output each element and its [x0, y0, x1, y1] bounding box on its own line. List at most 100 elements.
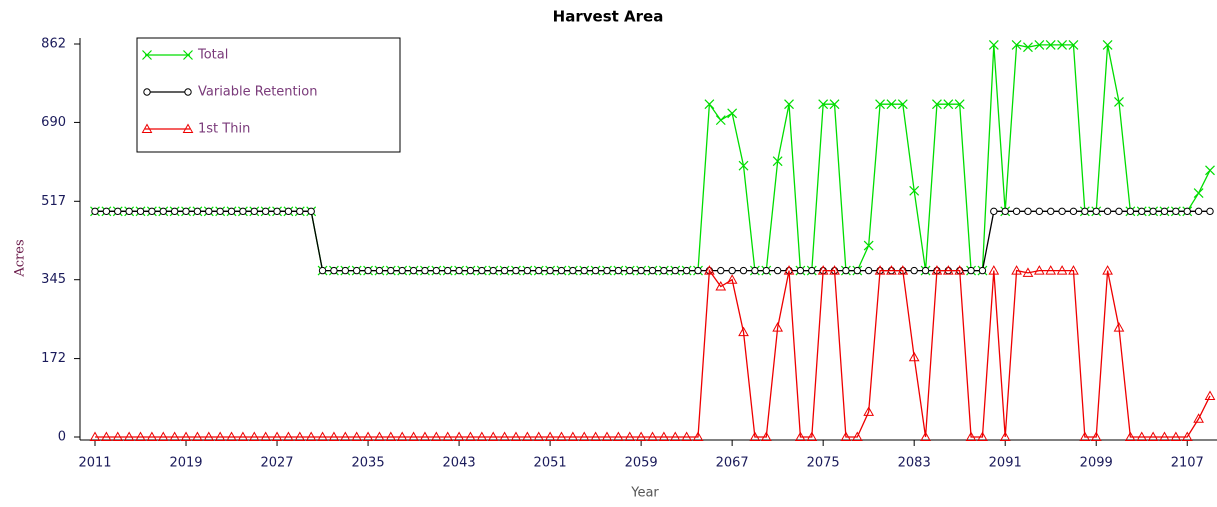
- marker: [123, 431, 135, 441]
- marker: [239, 207, 247, 216]
- x-tick-label: 2107: [1171, 456, 1204, 471]
- marker: [1126, 207, 1135, 216]
- marker: [193, 207, 202, 216]
- marker: [853, 266, 861, 275]
- series: [91, 207, 1214, 275]
- marker: [977, 431, 988, 441]
- marker: [398, 266, 406, 275]
- marker: [227, 207, 236, 216]
- marker: [1103, 207, 1112, 216]
- legend: Total Variable Retention 1st Thin: [136, 37, 401, 153]
- marker: [988, 39, 999, 50]
- marker: [339, 431, 351, 441]
- legend-label: Variable Retention: [198, 85, 317, 100]
- marker: [784, 99, 794, 110]
- marker: [387, 266, 395, 275]
- x-tick-label: 2035: [352, 456, 385, 471]
- marker: [739, 266, 748, 275]
- marker: [681, 431, 692, 441]
- marker: [773, 266, 782, 275]
- marker: [1113, 322, 1125, 332]
- marker: [624, 431, 636, 441]
- marker: [591, 266, 600, 275]
- x-tick-label: 2019: [169, 456, 202, 471]
- y-tick-label: 690: [41, 115, 66, 130]
- marker: [142, 50, 152, 60]
- y-tick-label: 862: [41, 37, 66, 52]
- marker: [476, 431, 488, 441]
- marker: [817, 265, 829, 275]
- marker: [351, 431, 363, 441]
- marker: [1023, 42, 1033, 53]
- marker: [375, 266, 384, 275]
- marker: [874, 265, 886, 275]
- marker: [990, 207, 998, 216]
- marker: [1058, 207, 1066, 216]
- marker: [954, 265, 966, 275]
- marker: [851, 431, 863, 441]
- marker: [626, 266, 634, 275]
- x-tick-label: 2075: [807, 456, 840, 471]
- marker: [318, 266, 327, 275]
- marker: [203, 431, 215, 441]
- marker: [112, 431, 124, 441]
- marker: [341, 266, 350, 275]
- marker: [637, 266, 645, 275]
- y-axis-label: Acres: [13, 239, 28, 277]
- marker: [635, 431, 647, 441]
- marker: [1125, 431, 1136, 441]
- marker: [717, 266, 725, 275]
- marker: [1012, 207, 1021, 216]
- marker: [967, 266, 975, 275]
- marker: [546, 266, 554, 275]
- marker: [114, 207, 122, 216]
- marker: [660, 266, 668, 275]
- marker: [578, 431, 590, 441]
- marker: [796, 266, 805, 275]
- marker: [1068, 39, 1079, 50]
- marker: [1159, 431, 1170, 441]
- x-tick-label: 2011: [78, 456, 111, 471]
- marker: [455, 266, 463, 275]
- marker: [91, 207, 99, 216]
- marker: [182, 207, 190, 216]
- marker: [704, 265, 715, 275]
- marker: [613, 431, 624, 441]
- legend-label: 1st Thin: [198, 122, 250, 137]
- marker: [658, 431, 670, 441]
- marker: [248, 431, 260, 441]
- legend-box: [136, 37, 401, 153]
- marker: [102, 207, 111, 216]
- marker: [216, 207, 224, 216]
- marker: [523, 266, 532, 275]
- marker: [1022, 267, 1034, 277]
- marker: [101, 431, 112, 441]
- x-tick-label: 2099: [1080, 456, 1113, 471]
- marker: [273, 207, 281, 216]
- marker: [294, 431, 306, 441]
- marker: [1205, 165, 1215, 176]
- marker: [478, 266, 486, 275]
- marker: [567, 431, 579, 441]
- marker: [157, 431, 169, 441]
- marker: [863, 406, 875, 416]
- x-tick-label: 2027: [260, 456, 293, 471]
- x-tick-label: 2067: [716, 456, 749, 471]
- marker: [886, 265, 897, 275]
- marker: [692, 431, 704, 441]
- marker: [1204, 390, 1216, 400]
- marker: [682, 266, 691, 275]
- marker: [284, 207, 293, 216]
- marker: [978, 266, 987, 275]
- marker: [143, 88, 151, 96]
- marker: [533, 431, 545, 441]
- marker: [556, 431, 567, 441]
- marker: [1194, 207, 1203, 216]
- marker: [932, 99, 942, 110]
- marker: [1035, 207, 1044, 216]
- marker: [909, 185, 920, 196]
- marker: [795, 431, 806, 441]
- marker: [487, 431, 499, 441]
- marker: [499, 431, 510, 441]
- marker: [751, 266, 759, 275]
